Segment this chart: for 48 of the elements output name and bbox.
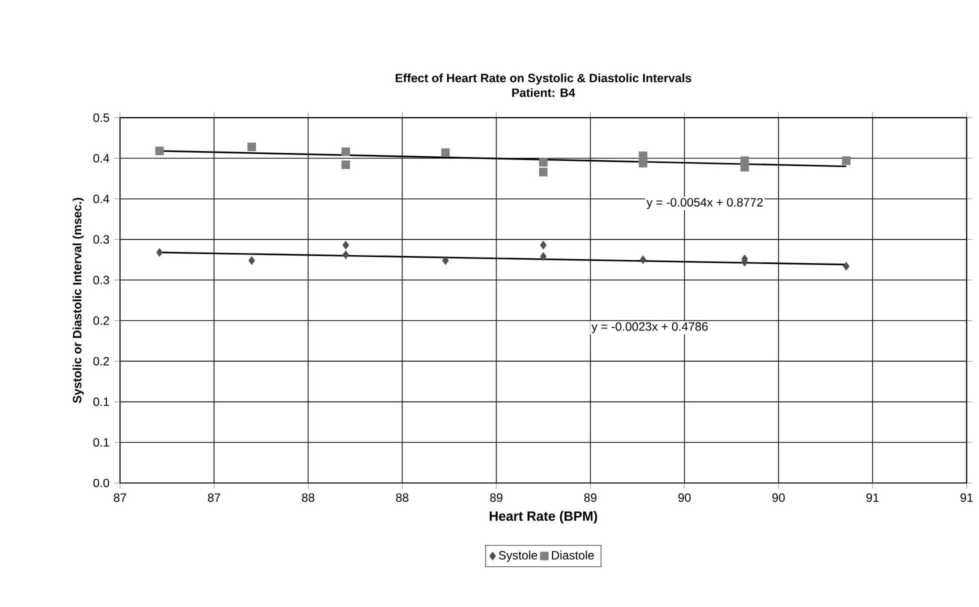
annotation: y = -0.0054x + 0.8772 [646, 198, 763, 209]
y-tick-label: 0.0 [93, 478, 110, 488]
x-tick-label: 90 [772, 493, 785, 502]
x-tick-label: 87 [208, 493, 220, 502]
point [342, 240, 350, 250]
y-tick-label: 0.3 [93, 235, 110, 244]
point [155, 146, 164, 156]
point [638, 158, 648, 168]
point [342, 250, 350, 260]
x-tick-label: 91 [866, 493, 879, 502]
point [342, 160, 350, 170]
x-tick-label: 88 [302, 493, 314, 502]
chart-subtitle: Patient: B4 [512, 88, 576, 97]
x-tick-label: 90 [678, 493, 691, 502]
point [539, 158, 548, 167]
x-tick-label: 91 [960, 493, 973, 502]
annotation: y = -0.0023x + 0.4786 [592, 322, 708, 334]
x-axis-title: Heart Rate (BPM) [490, 511, 598, 524]
point [248, 256, 255, 265]
y-tick-label: 0.4 [93, 154, 110, 163]
y-tick-label: 0.2 [93, 356, 109, 366]
x-tick-label: 89 [490, 493, 502, 502]
legend-label: Systole [498, 550, 538, 562]
x-tick-label: 88 [396, 493, 408, 502]
point [842, 262, 850, 270]
y-tick-label: 0.2 [93, 316, 109, 325]
point [640, 255, 646, 264]
point [539, 168, 548, 176]
y-tick-label: 0.3 [93, 276, 110, 284]
point [638, 152, 648, 160]
y-tick-label: 0.5 [93, 113, 110, 122]
x-tick-label: 87 [114, 493, 126, 502]
point [540, 240, 547, 250]
y-tick-label: 0.1 [93, 398, 110, 406]
y-tick-label: 0.1 [93, 438, 110, 447]
y-tick-label: 0.4 [93, 194, 110, 204]
x-tick-label: 89 [584, 493, 596, 502]
point [247, 142, 256, 152]
point [442, 256, 449, 265]
point [740, 162, 749, 172]
point [342, 147, 350, 156]
point [842, 156, 851, 165]
point [441, 148, 450, 157]
point [156, 248, 163, 257]
y-axis-title: Systolic or Diastolic Interval (msec.) [72, 198, 84, 404]
chart-title: Effect of Heart Rate on Systolic & Diastolic Intervals [396, 73, 692, 85]
point [540, 252, 547, 261]
legend-label: Diastole [552, 550, 594, 560]
